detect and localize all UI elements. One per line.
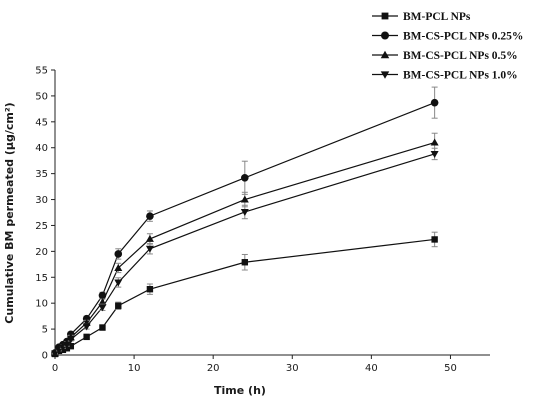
legend-marker	[380, 71, 390, 79]
legend-entry-3: BM-CS-PCL NPs 0.5%	[372, 50, 518, 62]
x-tick-label: 50	[444, 363, 457, 374]
data-point	[114, 263, 123, 271]
data-point	[67, 342, 75, 350]
data-point	[62, 341, 71, 349]
data-point	[241, 259, 249, 266]
y-tick-label: 0	[42, 351, 48, 362]
data-point	[83, 333, 90, 341]
y-tick-label: 35	[35, 169, 48, 180]
data-point	[146, 212, 154, 220]
data-point	[114, 250, 123, 258]
x-axis-label: Time (h)	[214, 384, 266, 397]
x-tick-label: 0	[52, 363, 58, 374]
legend-marker	[381, 31, 389, 40]
data-point	[51, 350, 59, 358]
y-axis-label: Cumulative BM permeated (μg/cm²)	[3, 102, 16, 323]
data-point	[430, 98, 439, 107]
legend-marker	[380, 50, 390, 59]
series-4	[51, 147, 439, 358]
y-tick-label: 40	[35, 143, 48, 154]
ticks: 0 5 10 15 20 25 30 35 40 45 50 55 0 10 20 30 40 50	[35, 66, 457, 375]
data-point	[240, 195, 249, 203]
series-group	[51, 86, 439, 358]
data-point	[145, 245, 154, 253]
legend-entry-4: BM-CS-PCL NPs 1.0%	[372, 70, 518, 82]
y-tick-label: 45	[35, 117, 48, 128]
legend-label: BM-CS-PCL NPs 1.0%	[403, 70, 518, 82]
legend: BM-PCL NPs BM-CS-PCL NPs 0.25% BM-CS-PCL N…	[372, 11, 523, 82]
y-tick-label: 5	[42, 325, 48, 336]
y-tick-label: 15	[35, 273, 48, 284]
legend-entry-2: BM-CS-PCL NPs 0.25%	[372, 31, 523, 43]
legend-entry-1: BM-PCL NPs	[372, 11, 471, 23]
data-point	[240, 208, 249, 216]
data-point	[115, 302, 122, 309]
y-tick-label: 20	[35, 247, 48, 258]
data-point	[99, 324, 106, 331]
x-tick-label: 40	[365, 363, 378, 374]
legend-label: BM-PCL NPs	[403, 11, 471, 23]
y-tick-label: 50	[35, 91, 48, 102]
data-point	[241, 173, 249, 182]
y-tick-label: 10	[35, 299, 48, 310]
data-point	[114, 279, 123, 287]
y-tick-label: 55	[35, 66, 48, 77]
x-tick-label: 10	[128, 363, 141, 374]
data-point	[66, 336, 75, 344]
data-point	[431, 236, 438, 243]
legend-marker	[381, 12, 389, 20]
data-point	[82, 323, 91, 331]
series-2	[51, 86, 439, 357]
y-tick-label: 25	[35, 221, 48, 232]
legend-label: BM-CS-PCL NPs 0.25%	[403, 31, 523, 43]
data-point	[145, 234, 154, 242]
y-tick-label: 30	[35, 195, 48, 206]
series-1	[51, 231, 438, 358]
data-point	[430, 138, 439, 146]
data-point	[146, 285, 154, 293]
axes	[54, 70, 490, 356]
x-tick-label: 20	[207, 363, 220, 374]
data-point	[430, 150, 439, 158]
legend-label: BM-CS-PCL NPs 0.5%	[403, 50, 518, 62]
data-point	[98, 304, 107, 312]
x-tick-label: 30	[286, 363, 299, 374]
